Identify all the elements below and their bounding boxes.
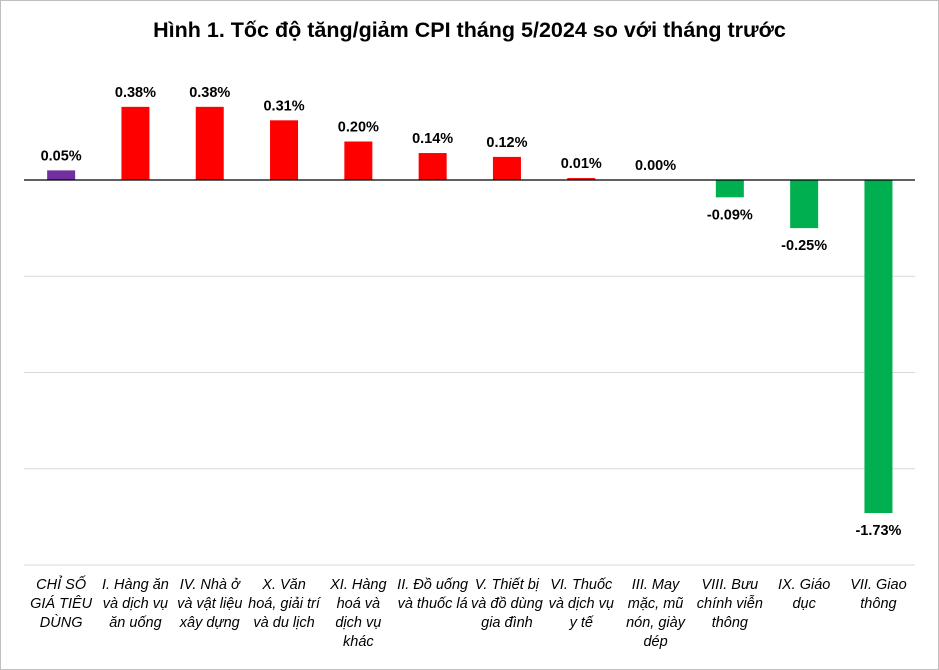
bar bbox=[47, 170, 76, 180]
category-label: CHỈ SỐ GIÁ TIÊU DÙNG bbox=[30, 577, 93, 631]
bar bbox=[492, 156, 521, 180]
data-label: -0.09% bbox=[707, 207, 753, 223]
category-label: X. Văn hoá, giải trí và du lịch bbox=[248, 577, 320, 631]
data-label: 0.20% bbox=[338, 120, 379, 136]
bar bbox=[270, 120, 299, 180]
data-label: 0.01% bbox=[561, 156, 602, 172]
chart-title: Hình 1. Tốc độ tăng/giảm CPI tháng 5/202… bbox=[153, 18, 786, 42]
category-label: VI. Thuốc và dịch vụ y tế bbox=[548, 577, 614, 631]
data-label: 0.38% bbox=[115, 85, 156, 101]
bar bbox=[418, 153, 447, 180]
data-label: 0.00% bbox=[635, 158, 676, 174]
category-label: VII. Giao thông bbox=[850, 577, 907, 612]
bar bbox=[790, 180, 819, 229]
bar bbox=[567, 178, 596, 180]
category-label: I. Hàng ăn và dịch vụ ăn uống bbox=[101, 577, 169, 631]
category-label: XI. Hàng hoá và dịch vụ khác bbox=[330, 577, 387, 650]
category-label: VIII. Bưu chính viễn thông bbox=[696, 577, 763, 631]
category-label: IX. Giáo dục bbox=[777, 577, 831, 612]
bar bbox=[195, 106, 224, 180]
data-label: -0.25% bbox=[781, 238, 827, 254]
data-label: -1.73% bbox=[855, 523, 901, 539]
data-label: 0.12% bbox=[486, 135, 527, 151]
category-label: II. Đồ uống và thuốc lá bbox=[397, 577, 469, 612]
bar bbox=[121, 106, 150, 180]
bar bbox=[715, 180, 744, 198]
bar bbox=[344, 141, 373, 180]
category-label: V. Thiết bị và đồ dùng gia đình bbox=[471, 577, 543, 631]
category-label: III. May mặc, mũ nón, giày dép bbox=[626, 577, 685, 650]
bar bbox=[864, 180, 893, 514]
data-label: 0.31% bbox=[263, 98, 304, 114]
data-label: 0.14% bbox=[412, 131, 453, 147]
data-label: 0.05% bbox=[41, 148, 82, 164]
category-label: IV. Nhà ở và vật liệu xây dựng bbox=[177, 577, 243, 631]
data-label: 0.38% bbox=[189, 85, 230, 101]
